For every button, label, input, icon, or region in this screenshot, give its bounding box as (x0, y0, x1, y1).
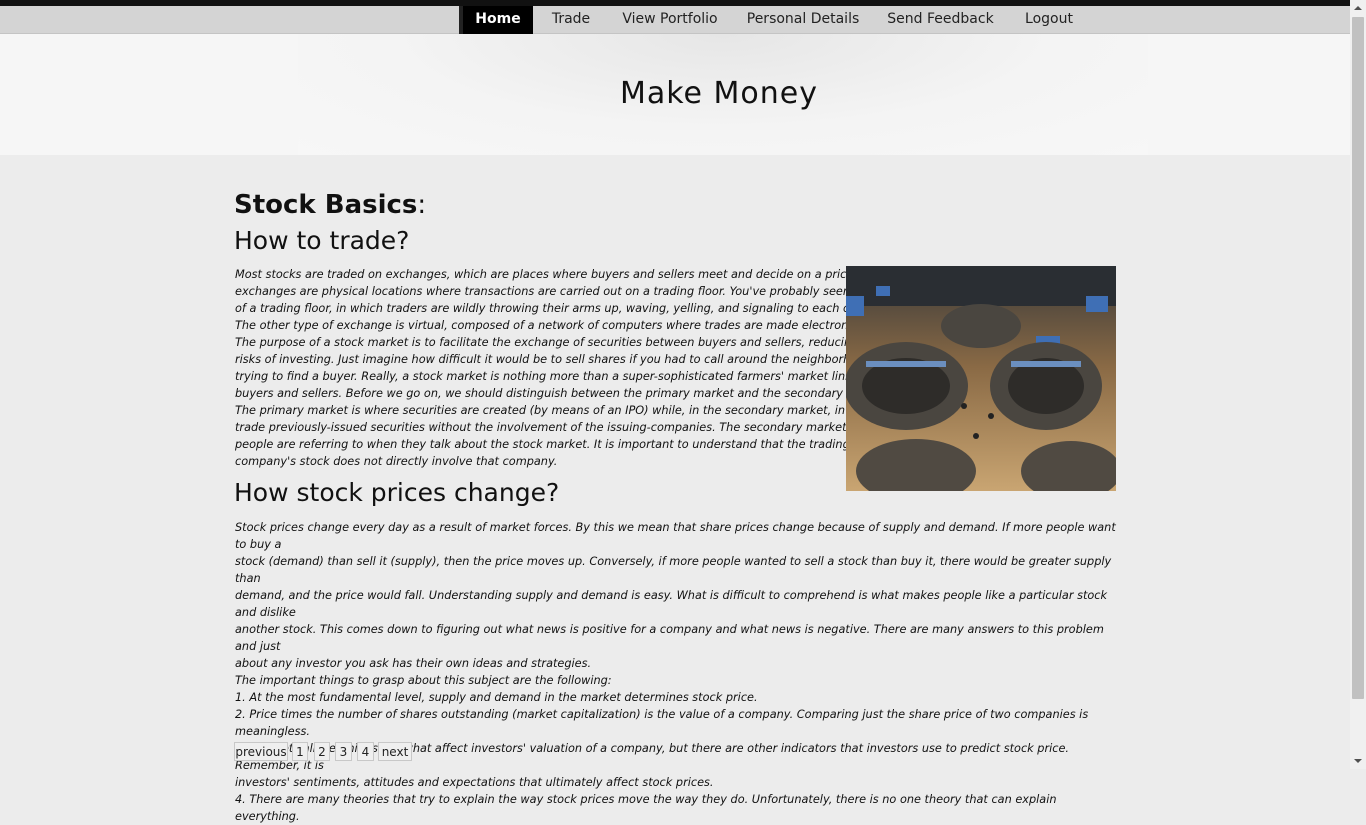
scroll-down-arrow-icon[interactable] (1350, 753, 1366, 769)
site-header: Make Money (0, 34, 1350, 155)
top-border (0, 0, 1350, 6)
trading-floor-image (846, 266, 1116, 491)
nav-send-feedback[interactable]: Send Feedback (887, 11, 994, 27)
page-title-colon: : (417, 190, 427, 220)
site-title: Make Money (619, 76, 819, 111)
text-line: Stock prices change every day as a resul… (235, 521, 1116, 551)
text-line: exchanges are physical locations where t… (235, 285, 900, 298)
pagination-page-4[interactable]: 4 (357, 742, 374, 761)
text-line: another stock. This comes down to figuri… (235, 623, 1104, 653)
section-text-how-to-trade: Most stocks are traded on exchanges, whi… (235, 266, 899, 470)
section-title-how-to-trade: How to trade? (234, 226, 410, 255)
pagination-page-3[interactable]: 3 (335, 742, 352, 761)
section-text-how-prices-change: Stock prices change every day as a resul… (235, 519, 1118, 825)
pagination-next[interactable]: next (378, 742, 412, 761)
text-line: trying to find a buyer. Really, a stock … (235, 370, 870, 383)
page-title-text: Stock Basics (234, 190, 418, 220)
pagination-page-1[interactable]: 1 (292, 742, 308, 761)
text-line: The purpose of a stock market is to faci… (235, 336, 881, 349)
text-line: The other type of exchange is virtual, c… (235, 319, 881, 332)
text-line: Most stocks are traded on exchanges, whi… (235, 268, 893, 281)
text-line: buyers and sellers. Before we go on, we … (235, 387, 891, 400)
text-line: company's stock does not directly involv… (235, 455, 558, 468)
text-line: investors' sentiments, attitudes and exp… (235, 776, 714, 789)
pagination-page-2[interactable]: 2 (314, 742, 330, 761)
main-nav: Home Trade View Portfolio Personal Detai… (0, 6, 1350, 35)
scrollbar-thumb[interactable] (1352, 17, 1364, 699)
nav-personal-details[interactable]: Personal Details (746, 11, 860, 27)
text-line: of a trading floor, in which traders are… (235, 302, 876, 315)
text-line: The important things to grasp about this… (235, 674, 612, 687)
text-line: 2. Price times the number of shares outs… (235, 708, 1089, 738)
nav-logout[interactable]: Logout (1025, 11, 1073, 27)
text-line: risks of investing. Just imagine how dif… (235, 353, 872, 366)
text-line: trade previously-issued securities witho… (235, 421, 891, 434)
text-line: about any investor you ask has their own… (235, 657, 592, 670)
section-title-how-prices-change: How stock prices change? (234, 478, 560, 507)
vertical-scrollbar[interactable] (1350, 0, 1366, 769)
scroll-up-arrow-icon[interactable] (1350, 0, 1366, 16)
text-line: The primary market is where securities a… (235, 404, 887, 417)
nav-home[interactable]: Home (459, 6, 533, 35)
pagination-previous[interactable]: previous (234, 742, 288, 761)
header-banner (298, 34, 1148, 155)
nav-view-portfolio[interactable]: View Portfolio (622, 11, 718, 27)
text-line: people are referring to when they talk a… (235, 438, 875, 451)
text-line: 1. At the most fundamental level, supply… (235, 691, 758, 704)
page-title: Stock Basics: (234, 190, 426, 220)
text-line: stock (demand) than sell it (supply), th… (235, 555, 1112, 585)
trading-floor-photo-icon (846, 266, 1116, 491)
text-line: demand, and the price would fall. Unders… (235, 589, 1108, 619)
nav-trade[interactable]: Trade (551, 11, 591, 27)
text-line: 4. There are many theories that try to e… (235, 793, 1057, 823)
